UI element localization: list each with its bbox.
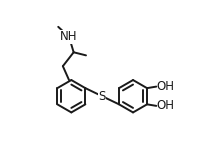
Text: OH: OH [157, 80, 175, 93]
Text: NH: NH [60, 30, 78, 43]
Text: S: S [98, 90, 106, 103]
Text: OH: OH [157, 99, 175, 112]
